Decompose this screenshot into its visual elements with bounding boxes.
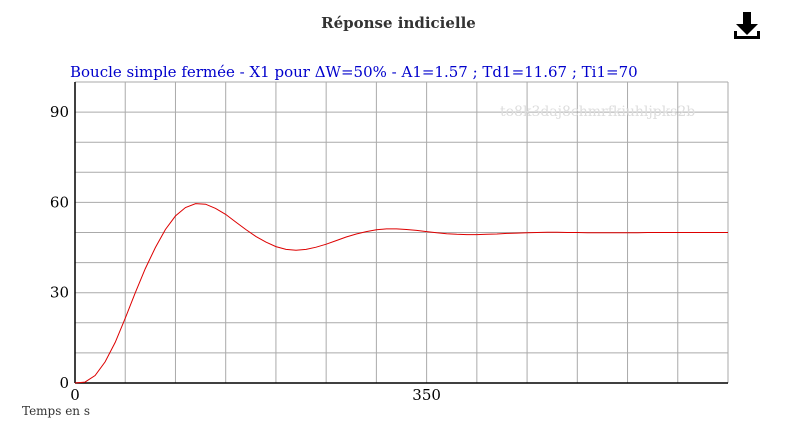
axes xyxy=(74,82,728,384)
x-tick-label: 0 xyxy=(70,386,80,404)
watermark: to8k3daj8chmrfkiuhljpks2b xyxy=(500,104,696,120)
x-axis-label: Temps en s xyxy=(22,404,91,418)
y-tick-label: 60 xyxy=(50,193,69,211)
download-icon xyxy=(734,12,760,39)
grid-lines xyxy=(75,81,729,383)
y-tick-label: 0 xyxy=(59,374,69,392)
y-tick-label: 30 xyxy=(50,284,69,302)
chart-title: Boucle simple fermée - X1 pour ΔW=50% - … xyxy=(70,63,638,81)
tick-labels: 0 30 60 90 0 350 xyxy=(50,103,441,404)
x-tick-label: 350 xyxy=(412,386,441,404)
download-button[interactable] xyxy=(731,10,763,42)
series-line xyxy=(74,203,728,384)
page-title: Réponse indicielle xyxy=(321,14,476,32)
y-tick-label: 90 xyxy=(50,103,69,121)
